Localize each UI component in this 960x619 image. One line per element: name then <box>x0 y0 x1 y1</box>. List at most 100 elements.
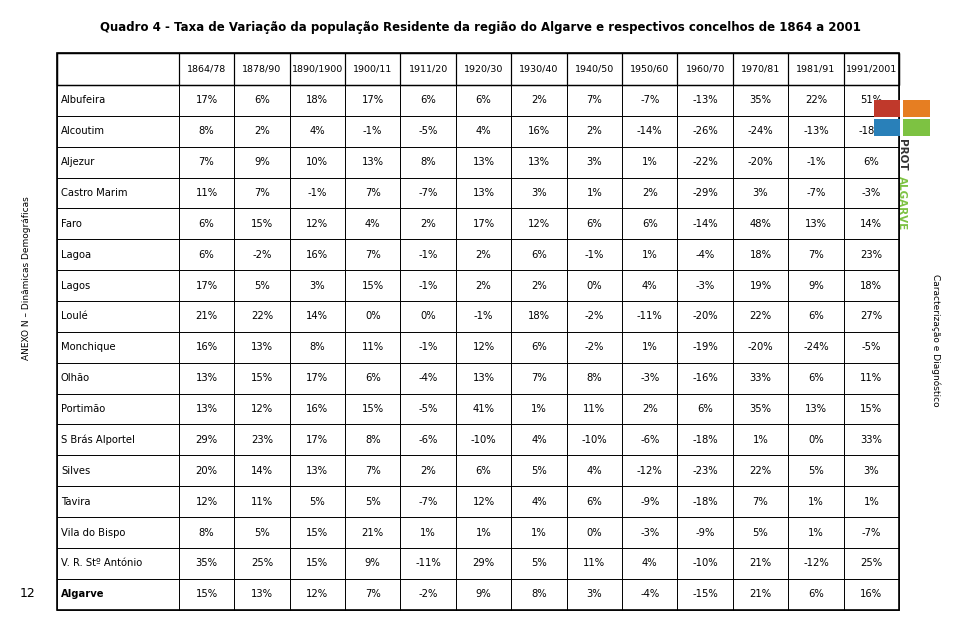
Text: 13%: 13% <box>528 157 550 167</box>
Text: Silves: Silves <box>61 466 90 476</box>
Text: 4%: 4% <box>531 435 547 445</box>
Bar <box>678 240 732 270</box>
Bar <box>844 394 900 425</box>
Text: 7%: 7% <box>365 589 380 599</box>
Bar <box>622 116 678 147</box>
Bar <box>678 517 732 548</box>
Text: -11%: -11% <box>416 558 441 568</box>
Bar <box>732 116 788 147</box>
Text: 22%: 22% <box>750 466 772 476</box>
Text: 29%: 29% <box>196 435 218 445</box>
Bar <box>844 270 900 301</box>
Text: 13%: 13% <box>472 188 494 198</box>
Bar <box>622 487 678 517</box>
Bar <box>678 301 732 332</box>
Bar <box>844 301 900 332</box>
Bar <box>678 332 732 363</box>
Text: -10%: -10% <box>470 435 496 445</box>
Text: 1%: 1% <box>587 188 602 198</box>
Text: -1%: -1% <box>806 157 826 167</box>
Bar <box>456 579 512 610</box>
Text: 1981/91: 1981/91 <box>796 64 835 73</box>
Bar <box>179 270 234 301</box>
Bar <box>290 116 345 147</box>
Text: 7%: 7% <box>254 188 270 198</box>
Text: -4%: -4% <box>640 589 660 599</box>
Bar <box>512 456 566 487</box>
Bar <box>566 425 622 456</box>
Bar <box>345 394 400 425</box>
Bar <box>732 456 788 487</box>
Text: 25%: 25% <box>860 558 882 568</box>
Text: 7%: 7% <box>753 496 768 507</box>
Text: 4%: 4% <box>309 126 325 136</box>
Text: 13%: 13% <box>306 466 328 476</box>
Text: 1970/81: 1970/81 <box>741 64 780 73</box>
Text: -5%: -5% <box>419 126 438 136</box>
Text: 1%: 1% <box>808 496 824 507</box>
Bar <box>234 548 290 579</box>
Text: 16%: 16% <box>196 342 218 352</box>
Bar <box>57 332 179 363</box>
Text: 2%: 2% <box>420 466 436 476</box>
Bar <box>566 579 622 610</box>
Bar <box>732 301 788 332</box>
Bar <box>512 394 566 425</box>
Text: 1950/60: 1950/60 <box>630 64 669 73</box>
Bar <box>57 487 179 517</box>
Bar <box>290 425 345 456</box>
Text: 2%: 2% <box>420 219 436 229</box>
Text: 21%: 21% <box>362 527 384 537</box>
Bar <box>844 363 900 394</box>
Bar <box>234 425 290 456</box>
Text: 1991/2001: 1991/2001 <box>846 64 897 73</box>
Bar <box>732 240 788 270</box>
Bar <box>290 363 345 394</box>
Bar <box>622 240 678 270</box>
Text: 23%: 23% <box>860 249 882 260</box>
Bar <box>400 209 456 240</box>
Text: 17%: 17% <box>362 95 384 105</box>
Bar <box>234 394 290 425</box>
Bar <box>234 240 290 270</box>
Text: 2%: 2% <box>531 280 547 290</box>
Bar <box>234 116 290 147</box>
Bar <box>400 147 456 178</box>
Bar <box>456 394 512 425</box>
Bar <box>57 394 179 425</box>
Text: 11%: 11% <box>584 404 606 414</box>
Text: 4%: 4% <box>642 280 658 290</box>
Text: 1%: 1% <box>753 435 768 445</box>
Bar <box>566 456 622 487</box>
Bar <box>566 548 622 579</box>
Bar <box>622 548 678 579</box>
Bar <box>456 517 512 548</box>
Text: 1890/1900: 1890/1900 <box>292 64 343 73</box>
Text: Lagoa: Lagoa <box>61 249 91 260</box>
Bar <box>456 270 512 301</box>
Bar <box>345 579 400 610</box>
Text: 6%: 6% <box>697 404 713 414</box>
Bar <box>345 487 400 517</box>
Text: -1%: -1% <box>585 249 604 260</box>
Bar <box>678 394 732 425</box>
Bar <box>512 363 566 394</box>
Bar <box>566 240 622 270</box>
Bar <box>678 85 732 116</box>
Bar <box>566 116 622 147</box>
Text: 6%: 6% <box>531 249 547 260</box>
Text: 13%: 13% <box>804 219 827 229</box>
Text: 2%: 2% <box>254 126 270 136</box>
Text: -12%: -12% <box>804 558 828 568</box>
Text: 5%: 5% <box>531 558 547 568</box>
Bar <box>400 579 456 610</box>
Text: 1900/11: 1900/11 <box>353 64 393 73</box>
Text: 12%: 12% <box>472 342 494 352</box>
Bar <box>788 270 844 301</box>
Text: -24%: -24% <box>748 126 774 136</box>
Bar <box>345 363 400 394</box>
Text: 11%: 11% <box>362 342 384 352</box>
Text: 1%: 1% <box>475 527 492 537</box>
Text: -10%: -10% <box>692 558 718 568</box>
Text: S Brás Alportel: S Brás Alportel <box>61 435 134 445</box>
